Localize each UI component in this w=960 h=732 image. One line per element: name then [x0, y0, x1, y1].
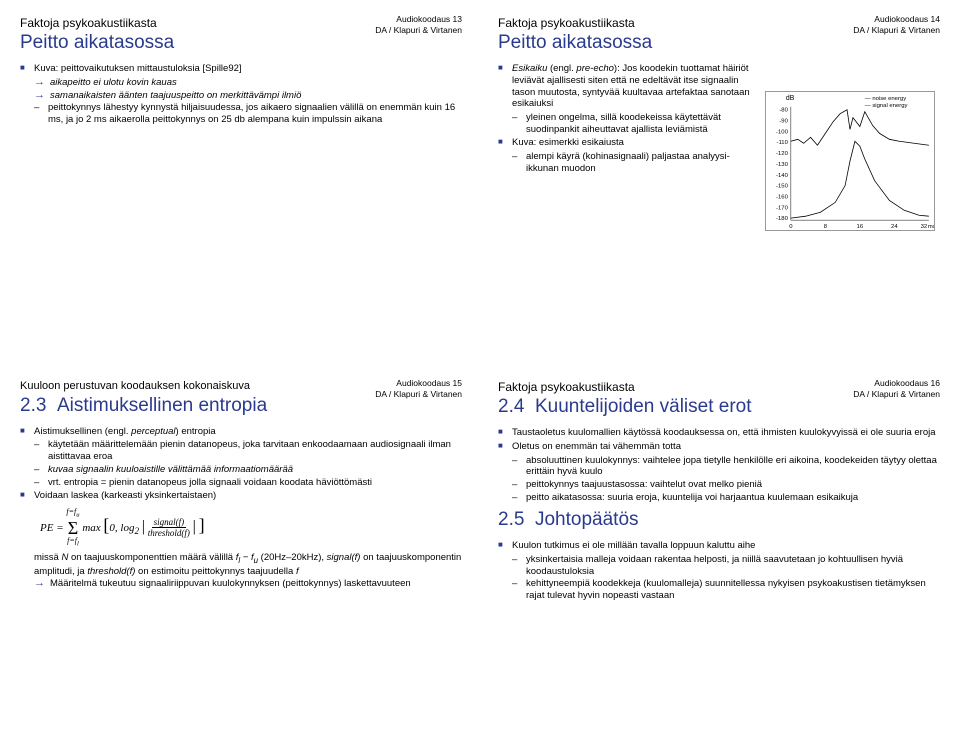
- footer-text: DA / Klapuri & Virtanen: [375, 389, 462, 400]
- dash-item: peittokynnys lähestyy kynnystä hiljaisuu…: [34, 102, 462, 126]
- section-heading: Aistimuksellinen entropia: [57, 395, 267, 416]
- dash-item: peitto aikatasossa: suuria eroja, kuunte…: [512, 492, 940, 504]
- slide-14: Audiokoodaus 14 DA / Klapuri & Virtanen …: [484, 6, 954, 362]
- dash-item: yksinkertaisia malleja voidaan rakentaa …: [512, 554, 940, 578]
- section-number: 2.4: [498, 396, 524, 417]
- dash-item: yleinen ongelma, sillä koodekeissa käyte…: [512, 112, 757, 136]
- svg-text:16: 16: [857, 224, 864, 230]
- svg-text:-150: -150: [776, 183, 789, 189]
- page-number: Audiokoodaus 16: [853, 378, 940, 389]
- section-number: 2.5: [498, 509, 524, 530]
- dash-item: absoluuttinen kuulokynnys: vaihtelee jop…: [512, 455, 940, 479]
- svg-text:-120: -120: [776, 151, 789, 157]
- formula: PE = f=fu Σ f=fl max [0, log2 | signal(f…: [20, 504, 462, 553]
- footer-text: DA / Klapuri & Virtanen: [375, 25, 462, 36]
- bullet: Taustaoletus kuulomallien käytössä kooda…: [498, 427, 940, 439]
- page-number: Audiokoodaus 14: [853, 14, 940, 25]
- svg-text:-140: -140: [776, 173, 789, 179]
- formula-desc: missä N on taajuuskomponenttien määrä vä…: [20, 552, 462, 578]
- bullet: Kuulon tutkimus ei ole millään tavalla l…: [498, 540, 940, 552]
- svg-text:24: 24: [891, 224, 898, 230]
- section-title-2: 2.5 Johtopäätös: [498, 508, 940, 532]
- svg-text:-100: -100: [776, 129, 789, 135]
- slide-header-right: Audiokoodaus 13 DA / Klapuri & Virtanen: [375, 14, 462, 35]
- dash-item: peittokynnys taajuustasossa: vaihtelut o…: [512, 479, 940, 491]
- dash-item: kehittyneempiä koodekkeja (kuulomalleja)…: [512, 578, 940, 602]
- dash-item: alempi käyrä (kohinasignaali) paljastaa …: [512, 151, 757, 175]
- bullet: Esikaiku (engl. pre-echo): Jos koodekin …: [498, 63, 757, 111]
- slide-15: Audiokoodaus 15 DA / Klapuri & Virtanen …: [6, 370, 476, 726]
- bullet: Voidaan laskea (karkeasti yksinkertaista…: [20, 490, 462, 502]
- page-number: Audiokoodaus 13: [375, 14, 462, 25]
- bullet: Kuva: peittovaikutuksen mittaustuloksia …: [20, 63, 462, 75]
- svg-text:-110: -110: [777, 140, 789, 146]
- arrow-item: Määritelmä tukeutuu signaaliriippuvan ku…: [34, 578, 462, 590]
- bullet: Kuva: esimerkki esikaiusta: [498, 137, 757, 149]
- page-number: Audiokoodaus 15: [375, 378, 462, 389]
- svg-text:-160: -160: [776, 194, 789, 200]
- svg-text:-90: -90: [779, 118, 788, 124]
- section-number: 2.3: [20, 395, 46, 416]
- arrow-item: aikapeitto ei ulotu kovin kauas: [34, 77, 462, 89]
- slide-13: Audiokoodaus 13 DA / Klapuri & Virtanen …: [6, 6, 476, 362]
- svg-text:dB: dB: [786, 95, 795, 102]
- svg-text:ms: ms: [928, 224, 935, 230]
- svg-text:-130: -130: [776, 162, 789, 168]
- svg-text:-80: -80: [779, 107, 788, 113]
- svg-text:— noise energy: — noise energy: [865, 96, 906, 102]
- dash-item: kuvaa signaalin kuuloaistille välittämää…: [34, 464, 462, 476]
- dash-item: vrt. entropia = pienin datanopeus jolla …: [34, 477, 462, 489]
- svg-text:-170: -170: [776, 205, 789, 211]
- dash-item: käytetään määrittelemään pienin datanope…: [34, 439, 462, 463]
- section-heading: Johtopäätös: [535, 509, 639, 530]
- section-heading: Kuuntelijoiden väliset erot: [535, 396, 752, 417]
- arrow-item: samanaikaisten äänten taajuuspeitto on m…: [34, 90, 462, 102]
- svg-text:32: 32: [921, 224, 928, 230]
- bullet: Oletus on enemmän tai vähemmän totta: [498, 441, 940, 453]
- slide-16: Audiokoodaus 16 DA / Klapuri & Virtanen …: [484, 370, 954, 726]
- pre-echo-chart: dB — noise energy — signal energy -80 -90…: [765, 91, 935, 231]
- svg-text:— signal energy: — signal energy: [865, 103, 908, 109]
- footer-text: DA / Klapuri & Virtanen: [853, 25, 940, 36]
- svg-text:-180: -180: [776, 216, 789, 222]
- slide-header-right: Audiokoodaus 14 DA / Klapuri & Virtanen: [853, 14, 940, 35]
- footer-text: DA / Klapuri & Virtanen: [853, 389, 940, 400]
- bullet: Aistimuksellinen (engl. perceptual) entr…: [20, 426, 462, 438]
- slide-header-right: Audiokoodaus 16 DA / Klapuri & Virtanen: [853, 378, 940, 399]
- slide-header-right: Audiokoodaus 15 DA / Klapuri & Virtanen: [375, 378, 462, 399]
